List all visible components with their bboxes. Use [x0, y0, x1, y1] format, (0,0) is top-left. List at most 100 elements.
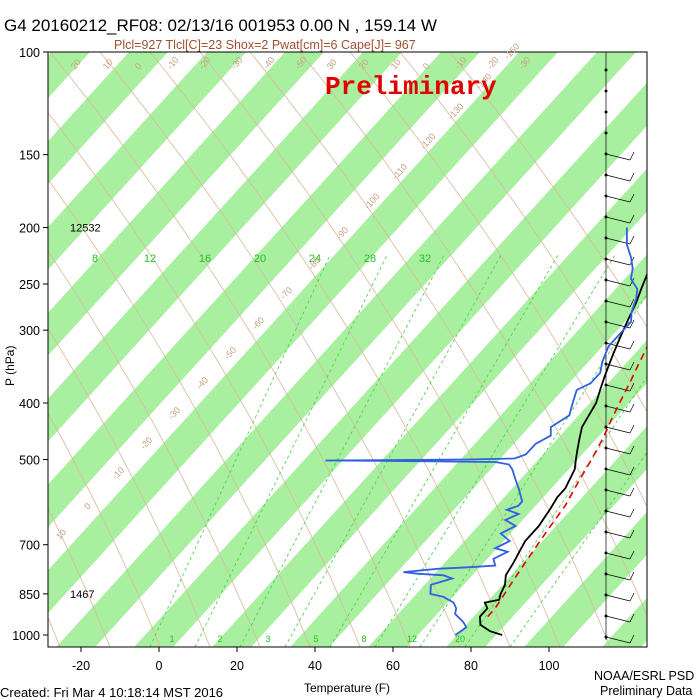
barb-staff	[605, 510, 631, 518]
mixing-ratio-label: 16	[199, 253, 211, 265]
y-tick-label: 500	[19, 453, 40, 467]
barb-flag	[629, 193, 635, 203]
mixing-ratio-bottom-label: 8	[361, 634, 366, 644]
mixing-ratio-bottom-label: 1	[169, 634, 174, 644]
plot-frame	[47, 51, 648, 648]
barb-staff	[605, 447, 631, 455]
y-tick-label: 1000	[12, 629, 40, 643]
dry-adiabat-line	[449, 52, 647, 328]
axes: -20 0 20 40 60 80 1001001502002503004005007008…	[12, 46, 559, 673]
y-axis-label: P (hPa)	[3, 346, 17, 386]
y-tick-label: 150	[19, 149, 40, 163]
dry-adiabat-line	[149, 52, 511, 647]
barb-flag	[629, 550, 635, 560]
barb-staff	[605, 594, 631, 602]
barb-staff	[605, 615, 631, 623]
isotherm-label: 10	[54, 527, 68, 541]
isotherm-band	[48, 52, 481, 528]
y-tick-label: 300	[19, 324, 40, 338]
barb-staff	[605, 216, 631, 224]
dry-adiabat-label: 20	[69, 57, 83, 71]
isotherm-band	[524, 511, 647, 647]
barb-dot	[604, 89, 608, 93]
mixing-ratio-line	[194, 254, 388, 647]
barb-flag	[629, 613, 635, 623]
barb-staff	[605, 279, 631, 287]
barb-flag	[629, 466, 635, 476]
mixing-ratio-label: 32	[419, 253, 431, 265]
mixing-ratio-bottom-label: 2	[217, 634, 222, 644]
barb-staff	[605, 552, 631, 560]
barb-staff	[605, 489, 631, 497]
dry-adiabat-label: 0	[133, 61, 144, 71]
preliminary-stamp: Preliminary	[325, 72, 497, 102]
mixing-ratio-line	[374, 254, 616, 647]
x-tick-label: 40	[308, 659, 322, 673]
barb-flag	[629, 151, 635, 161]
barb-flag	[629, 340, 635, 350]
barb-flag	[629, 214, 635, 224]
dry-adiabat-line	[299, 52, 647, 617]
dry-adiabat-line	[48, 250, 261, 647]
dry-adiabat-line	[48, 507, 111, 647]
isotherm-label: 0	[82, 501, 93, 511]
barb-flag	[629, 172, 635, 182]
credit-line-2: Preliminary Data	[600, 684, 692, 698]
dry-adiabat-label: 0	[421, 61, 432, 71]
barb-flag	[629, 445, 635, 455]
barb-flag	[629, 298, 635, 308]
barb-staff	[605, 636, 631, 644]
dry-adiabat-line	[249, 52, 611, 647]
mixing-ratio-label: 20	[254, 253, 266, 265]
y-tick-label: 250	[19, 278, 40, 292]
barb-staff	[605, 426, 631, 434]
y-tick-label: 200	[19, 222, 40, 236]
dry-adiabat-line	[48, 178, 311, 647]
isotherm-band	[56, 52, 637, 647]
dewpoint-line	[325, 227, 639, 636]
isotherm-band	[48, 52, 91, 99]
isotherm-band	[48, 52, 403, 442]
isotherm-band	[48, 52, 559, 614]
barb-staff	[605, 195, 631, 203]
dry-adiabat-label: 30	[325, 57, 339, 71]
barb-staff	[605, 405, 631, 413]
parcel-line	[487, 345, 647, 618]
mixing-ratio-line	[239, 254, 445, 647]
barb-flag	[629, 424, 635, 434]
x-tick-label: -20	[72, 659, 90, 673]
mixing-ratio-line	[509, 451, 647, 647]
barb-flag	[629, 487, 635, 497]
x-tick-label: 0	[156, 659, 163, 673]
barb-staff	[605, 531, 631, 539]
dry-adiabat-line	[399, 52, 647, 413]
barb-staff	[605, 573, 631, 581]
chart-title: G4 20160212_RF08: 02/13/16 001953 0.00 N…	[4, 16, 437, 35]
mixing-ratio-label: 8	[92, 253, 98, 265]
isotherm-band	[602, 597, 647, 647]
barb-staff	[605, 363, 631, 371]
dry-adiabat-label: 10	[389, 57, 403, 71]
x-axis-label: Temperature (F)	[304, 681, 390, 695]
barb-flag	[629, 319, 635, 329]
isotherm-band	[134, 82, 647, 647]
created-timestamp: Created: Fri Mar 4 10:18:14 MST 2016	[0, 685, 223, 700]
isotherm-band	[368, 340, 647, 647]
height-label: 12532	[70, 223, 101, 235]
y-tick-label: 700	[19, 539, 40, 553]
barb-flag	[629, 592, 635, 602]
indices-line: Plcl=927 Tlcl[C]=23 Shox=2 Pwat[cm]=6 Ca…	[114, 38, 416, 52]
x-tick-label: 80	[464, 659, 478, 673]
barb-flag	[629, 361, 635, 371]
y-tick-label: 850	[19, 588, 40, 602]
credit-line-1: NOAA/ESRL PSD	[594, 669, 694, 683]
mixing-ratio-label: 12	[144, 253, 156, 265]
barb-dot	[604, 131, 608, 135]
barb-dot	[604, 110, 608, 114]
dry-adiabat-line	[49, 52, 411, 647]
isotherm-bands	[48, 52, 647, 647]
dry-adiabat-line	[48, 412, 161, 647]
x-tick-label: 60	[386, 659, 400, 673]
barb-staff	[605, 468, 631, 476]
